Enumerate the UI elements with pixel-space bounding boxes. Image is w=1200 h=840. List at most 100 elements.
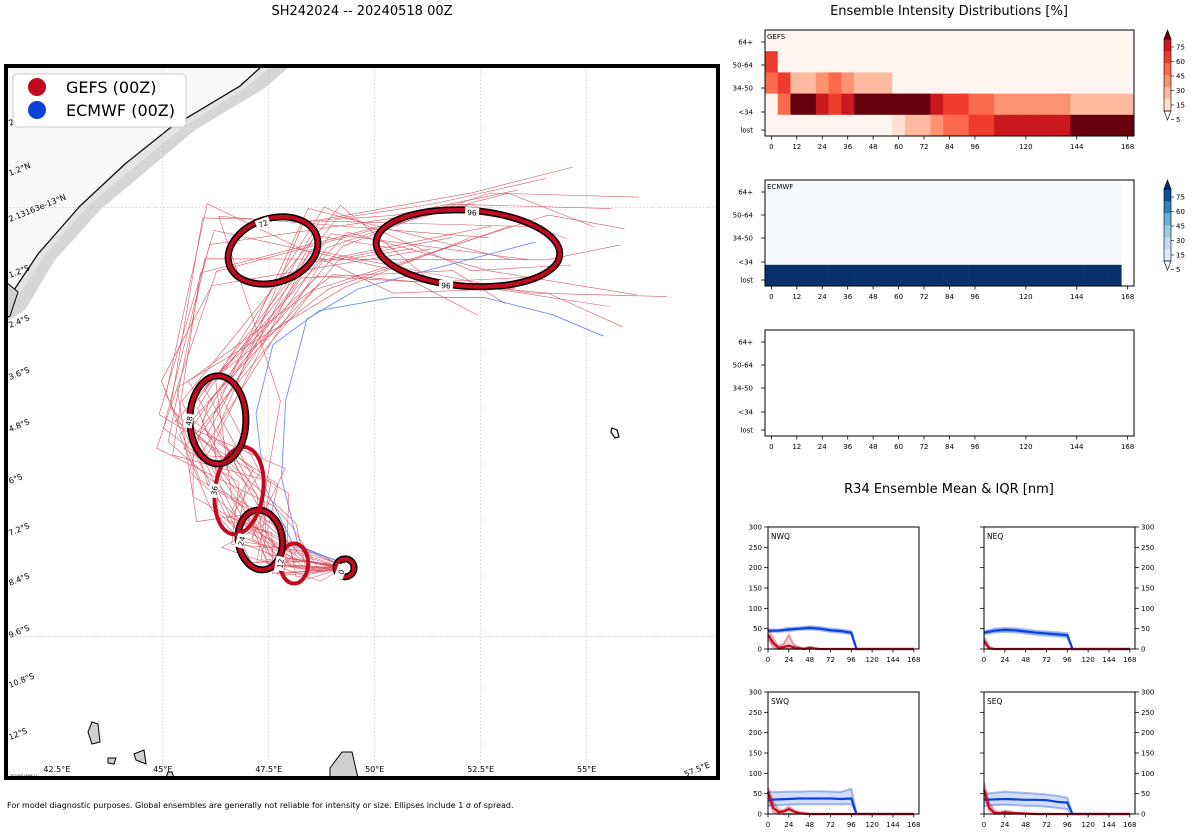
heatmap-cell — [1108, 114, 1122, 137]
heatmap-cell — [815, 30, 829, 52]
intensity-x-label: 48 — [869, 443, 878, 451]
heatmap-cell — [1070, 180, 1084, 202]
ellipse-label-group: 96 — [438, 279, 454, 291]
heatmap-cell — [1083, 51, 1097, 73]
heatmap-cell — [1019, 180, 1033, 202]
heatmap-cell — [866, 222, 880, 244]
r34-panel-NWQ: NWQ 300 250 200 150 100 50 00 24 48 72 96 120 144 168 — [749, 524, 921, 665]
heatmap-cell — [955, 51, 969, 73]
intensity-x-label: 144 — [1070, 293, 1084, 301]
heatmap-cell — [1095, 264, 1109, 287]
heatmap-cell — [968, 201, 982, 223]
heatmap-cell — [1121, 114, 1135, 137]
heatmap-cell — [1057, 264, 1071, 287]
heatmap-cell — [994, 114, 1008, 137]
heatmap-cell — [1095, 222, 1109, 244]
heatmap-cell — [765, 222, 779, 244]
r34-x-label: 0 — [982, 821, 986, 829]
r34-x-label: 48 — [805, 656, 814, 664]
ellipse-label-group: 72 — [254, 216, 271, 230]
heatmap-cell — [803, 243, 817, 266]
heatmap-cell — [1019, 93, 1033, 116]
heatmap-cell — [790, 51, 804, 73]
lon-label: 55°E — [577, 765, 596, 774]
heatmap-cell — [815, 114, 829, 137]
ecmwf-track-line — [255, 297, 604, 564]
intensity-x-label: 84 — [945, 293, 954, 301]
gefs-member-track — [165, 203, 516, 569]
lon-label: 45°E — [153, 765, 172, 774]
heatmap-cell — [790, 201, 804, 223]
intensity-row-label: <34 — [738, 109, 753, 117]
r34-y-label: 200 — [749, 564, 762, 572]
heatmap-cell — [955, 114, 969, 137]
gefs-member-track — [218, 215, 489, 575]
heatmap-cell — [803, 30, 817, 52]
r34-x-label: 144 — [886, 821, 900, 829]
heatmap-cell — [955, 93, 969, 116]
r34-y-label: 200 — [1141, 564, 1154, 572]
heatmap-cell — [904, 51, 918, 73]
heatmap-cell — [1070, 243, 1084, 266]
heatmap-cell — [815, 180, 829, 202]
intensity-x-label: 84 — [945, 143, 954, 151]
heatmap-cell — [917, 93, 931, 116]
r34-x-label: 0 — [766, 821, 770, 829]
colorbar-bottom-arrow — [1163, 110, 1172, 121]
intensity-x-label: 12 — [792, 143, 801, 151]
heatmap-cell — [917, 180, 931, 202]
heatmap-cell — [854, 93, 868, 116]
r34-y-label: 50 — [753, 790, 762, 798]
r34-x-label: 48 — [1021, 656, 1030, 664]
heatmap-cell — [1070, 30, 1084, 52]
heatmap-cell — [765, 72, 779, 94]
intensity-x-label: 96 — [970, 443, 979, 451]
heatmap-cell — [892, 93, 906, 116]
heatmap-cell — [854, 51, 868, 73]
ellipse-label: 36 — [209, 485, 220, 496]
heatmap-cell — [841, 93, 855, 116]
heatmap-cell — [765, 93, 779, 116]
heatmap-cell — [892, 180, 906, 202]
heatmap-cell — [815, 243, 829, 266]
heatmap-cell — [1070, 222, 1084, 244]
gefs-member-track — [170, 217, 528, 568]
colorbar-label: 75 — [1176, 44, 1185, 52]
heatmap-cell — [765, 243, 779, 266]
heatmap-cell — [790, 264, 804, 287]
heatmap-cell — [777, 243, 791, 266]
heatmap-cell — [917, 114, 931, 137]
heatmap-cell — [1083, 30, 1097, 52]
intensity-row-label: 64+ — [738, 339, 753, 347]
heatmap-cell — [777, 114, 791, 137]
heatmap-cell — [1057, 30, 1071, 52]
heatmap-cell — [1095, 114, 1109, 137]
heatmap-cell — [981, 264, 995, 287]
r34-x-label: 120 — [865, 821, 878, 829]
heatmap-cell — [904, 243, 918, 266]
heatmap-cell — [981, 114, 995, 137]
heatmap-cell — [777, 72, 791, 94]
intensity-row-label: lost — [740, 277, 753, 285]
r34-panel-NEQ: NEQ 300 250 200 150 100 50 0 0 24 48 72 96 120 144 168 — [980, 524, 1154, 664]
r34-y-label: 0 — [758, 646, 762, 654]
heatmap-cell — [841, 222, 855, 244]
intensity-x-label: 12 — [792, 443, 801, 451]
colorbar-segment — [1164, 237, 1171, 250]
heatmap-cell — [1095, 201, 1109, 223]
r34-panel-bg — [984, 527, 1135, 649]
spread-ellipses: 96 96 72 48 36 24 12 0 — [182, 206, 564, 586]
r34-y-label: 250 — [749, 544, 762, 552]
heatmap-cell — [930, 264, 944, 287]
heatmap-cell — [803, 93, 817, 116]
intensity-row-label: 50-64 — [733, 362, 754, 370]
r34-y-label: 300 — [1141, 689, 1154, 697]
ellipse-label-bg — [438, 279, 454, 290]
heatmap-cell — [994, 51, 1008, 73]
heatmap-cell — [968, 72, 982, 94]
intensity-x-label: 60 — [894, 143, 903, 151]
heatmap-cell — [1032, 264, 1046, 287]
intensity-panel-frame — [764, 329, 1135, 437]
heatmap-cell — [917, 201, 931, 223]
gefs-member-track — [190, 233, 529, 580]
